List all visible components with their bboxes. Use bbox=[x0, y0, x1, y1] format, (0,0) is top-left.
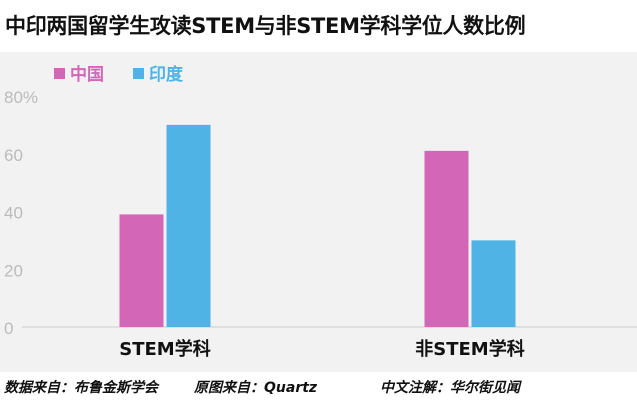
category-label: 非STEM学科 bbox=[415, 338, 524, 360]
data-source-credit: 数据来自：布鲁金斯学会 bbox=[4, 380, 158, 396]
y-tick-label: 40 bbox=[4, 204, 23, 223]
category-label: STEM学科 bbox=[119, 338, 210, 360]
y-tick-label: 20 bbox=[4, 261, 23, 280]
y-tick-label: 60 bbox=[4, 146, 23, 165]
legend-swatch bbox=[133, 68, 144, 79]
chart-title: 中印两国留学生攻读STEM与非STEM学科学位人数比例 bbox=[5, 14, 526, 38]
chart-area: 0 20 40 60 80% STEM学科 非STEM学科 中国 印度 bbox=[0, 52, 637, 372]
footer: 数据来自：布鲁金斯学会 原图来自：Quartz 中文注解：华尔街见闻 bbox=[0, 372, 637, 406]
bar-india-stem bbox=[166, 124, 211, 327]
y-tick-label: 80% bbox=[4, 88, 38, 107]
y-tick-label: 0 bbox=[4, 319, 13, 338]
legend-label: 印度 bbox=[149, 64, 184, 85]
image-source-credit: 原图来自：Quartz bbox=[194, 380, 318, 396]
title-bar: 中印两国留学生攻读STEM与非STEM学科学位人数比例 bbox=[0, 0, 637, 50]
bar-india-non-stem bbox=[471, 240, 516, 327]
bar-china-non-stem bbox=[424, 150, 469, 327]
bar-china-stem bbox=[119, 214, 164, 327]
legend-label: 中国 bbox=[70, 64, 104, 85]
bar-chart: 0 20 40 60 80% STEM学科 非STEM学科 中国 印度 bbox=[4, 64, 637, 360]
translation-note-credit: 中文注解：华尔街见闻 bbox=[380, 380, 520, 396]
legend-swatch bbox=[54, 68, 65, 79]
